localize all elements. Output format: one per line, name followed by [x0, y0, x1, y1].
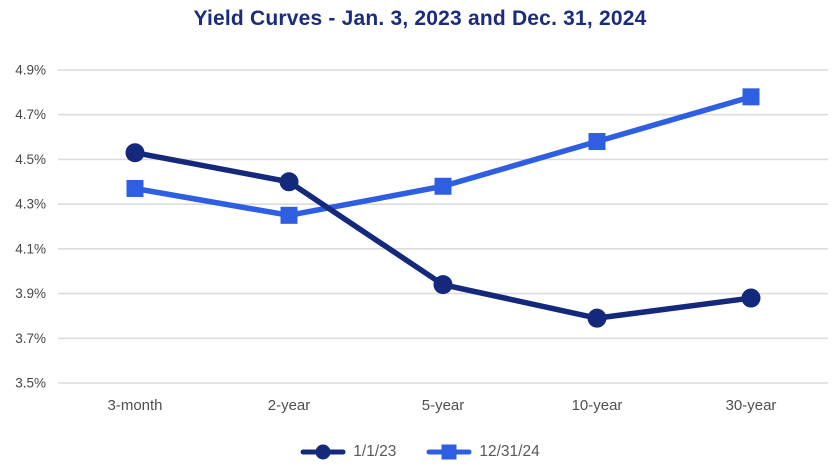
legend-label-12-31-24: 12/31/24: [479, 443, 540, 460]
y-tick-label: 3.7%: [15, 331, 46, 346]
x-tick-label: 2-year: [268, 397, 311, 414]
y-tick-label: 3.5%: [15, 376, 46, 391]
series-0-point: [279, 172, 299, 192]
x-tick-label: 5-year: [422, 397, 465, 414]
series-1-point: [280, 206, 298, 224]
y-tick-label: 4.5%: [15, 152, 46, 167]
series-0-point: [125, 143, 145, 163]
legend-square-marker-icon: [426, 444, 472, 460]
x-tick-label: 10-year: [572, 397, 623, 414]
y-tick-label: 4.7%: [15, 107, 46, 122]
y-tick-label: 4.3%: [15, 197, 46, 212]
chart-title: Yield Curves - Jan. 3, 2023 and Dec. 31,…: [193, 7, 647, 30]
series-0-point: [433, 275, 453, 295]
legend-circle-marker-icon: [300, 444, 346, 460]
legend-item-12-31-24: 12/31/24: [426, 443, 540, 461]
legend-item-1-1-23: 1/1/23: [300, 443, 396, 461]
series-1-point: [742, 88, 760, 106]
legend-label-1-1-23: 1/1/23: [353, 443, 397, 460]
series-0-point: [587, 308, 607, 328]
x-tick-label: 3-month: [107, 397, 162, 414]
series-1-point: [588, 133, 606, 151]
y-tick-label: 4.9%: [15, 63, 46, 78]
series-1-point: [126, 179, 144, 197]
series-1-point: [434, 177, 452, 195]
x-tick-label: 30-year: [726, 397, 777, 414]
yield-curve-chart: 3.5% 3.7% 3.9% 4.1% 4.3% 4.5% 4.7% 4.9% 3-month 2…: [15, 63, 828, 414]
y-tick-label: 3.9%: [15, 286, 46, 301]
chart-legend: 1/1/23 12/31/24: [0, 439, 840, 465]
series-0-point: [741, 288, 761, 308]
y-tick-label: 4.1%: [15, 241, 46, 256]
